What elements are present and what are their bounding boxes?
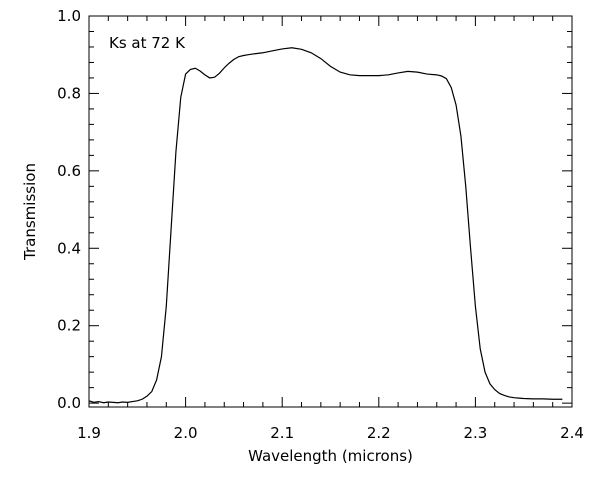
x-tick-label: 2.4 (560, 424, 584, 442)
x-tick-label: 2.1 (270, 424, 294, 442)
plot-frame (88, 15, 573, 408)
tick-labels: 1.9 2.0 2.1 2.2 2.3 2.4 0.0 0.2 0.4 0.6 0.8 1.0 (57, 7, 584, 442)
x-tick-label: 1.9 (77, 424, 101, 442)
x-tick-label: 2.2 (367, 424, 391, 442)
x-tick-label: 2.3 (463, 424, 487, 442)
x-tick-label: 2.0 (174, 424, 198, 442)
y-axis-label: Transmission (21, 163, 39, 261)
chart-annotation: Ks at 72 K (109, 34, 186, 52)
y-tick-label: 0.8 (57, 84, 81, 102)
y-tick-label: 1.0 (57, 7, 81, 25)
y-tick-label: 0.0 (57, 394, 81, 412)
transmission-curve (88, 47, 563, 404)
y-tick-label: 0.2 (57, 317, 81, 335)
y-tick-label: 0.4 (57, 239, 81, 257)
x-axis-label: Wavelength (microns) (248, 447, 413, 465)
y-tick-label: 0.6 (57, 162, 81, 180)
